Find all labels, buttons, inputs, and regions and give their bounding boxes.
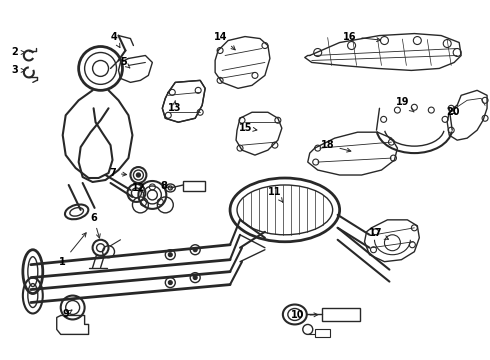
Text: 3: 3 — [12, 66, 25, 76]
Text: 11: 11 — [268, 187, 283, 202]
Text: 16: 16 — [343, 32, 381, 42]
Ellipse shape — [193, 248, 197, 252]
Bar — [322, 307, 360, 321]
Text: 15: 15 — [239, 123, 257, 133]
Ellipse shape — [193, 276, 197, 280]
Ellipse shape — [168, 280, 172, 285]
Ellipse shape — [136, 173, 141, 177]
Text: 2: 2 — [12, 48, 25, 58]
Text: 10: 10 — [291, 310, 318, 320]
Text: 19: 19 — [395, 97, 414, 112]
Text: 9: 9 — [62, 310, 72, 319]
Text: 18: 18 — [321, 140, 351, 152]
Text: 1: 1 — [59, 233, 86, 267]
Text: 6: 6 — [90, 213, 100, 238]
Text: 5: 5 — [120, 58, 130, 68]
Ellipse shape — [168, 253, 172, 257]
Text: 14: 14 — [214, 32, 235, 50]
Text: 7: 7 — [109, 168, 126, 178]
Bar — [183, 181, 205, 191]
Text: 20: 20 — [446, 107, 460, 117]
Bar — [315, 329, 330, 337]
Text: 12: 12 — [132, 183, 145, 193]
Text: 17: 17 — [369, 228, 389, 239]
Text: 13: 13 — [168, 100, 181, 113]
Text: 4: 4 — [110, 32, 120, 48]
Text: 8: 8 — [160, 181, 170, 191]
